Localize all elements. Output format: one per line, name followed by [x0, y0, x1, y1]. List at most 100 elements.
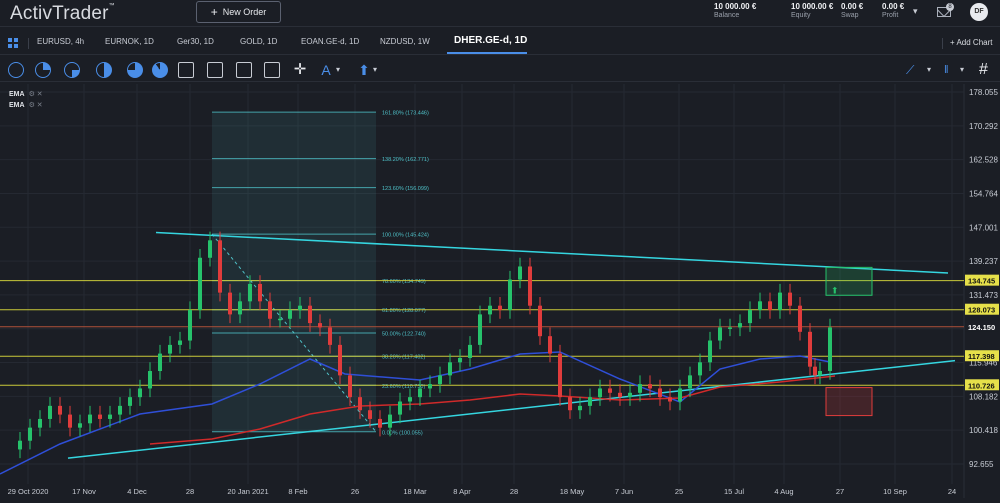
mail-icon[interactable]	[937, 7, 951, 17]
candle-bearish	[788, 292, 792, 306]
fibonacci-level-label: 61.80% (128.077)	[382, 308, 426, 314]
trendline-dropdown-icon[interactable]: ▾	[927, 65, 932, 74]
calendar-sync-icon[interactable]	[236, 62, 252, 78]
pen-tool-icon[interactable]: A	[321, 62, 331, 78]
fibonacci-level-label: 123.60% (156.099)	[382, 186, 429, 192]
candle-bearish	[498, 305, 502, 311]
candle-bullish	[758, 301, 762, 311]
candle-bearish	[348, 375, 352, 398]
candle-bearish	[308, 305, 312, 324]
x-tick-label: 29 Oct 2020	[8, 487, 49, 496]
trendline-icon[interactable]: ⟋	[906, 63, 915, 77]
x-tick-label: 8 Feb	[288, 487, 307, 496]
x-tick-label: 20 Jan 2021	[227, 487, 268, 496]
ema-slow-line	[149, 375, 836, 445]
tab-dher[interactable]: DHER.GE-d, 1D	[454, 35, 528, 46]
candle-bullish	[468, 344, 472, 358]
fibonacci-level-label: 50.00% (122.740)	[382, 331, 426, 337]
price-marker-badge	[965, 350, 999, 362]
move-icon[interactable]: ✛	[293, 61, 307, 78]
tab-eoan[interactable]: EOAN.GE-d, 1D	[301, 37, 360, 46]
ema-fast-line	[0, 351, 831, 475]
candle-bullish	[598, 388, 602, 398]
calendar-icon[interactable]	[178, 62, 194, 78]
candle-bullish	[738, 323, 742, 328]
target-arrow-icon: ⬆	[831, 285, 839, 295]
layout-grid-icon[interactable]	[8, 38, 18, 48]
drawing-tools-icon[interactable]	[152, 62, 168, 78]
avatar[interactable]: DF	[970, 3, 988, 21]
new-order-button[interactable]: + New Order	[196, 1, 281, 23]
arrow-dropdown-icon[interactable]: ▾	[373, 65, 378, 74]
pen-tool-dropdown-icon[interactable]: ▾	[336, 65, 341, 74]
add-chart-button[interactable]: + Add Chart	[950, 38, 993, 47]
x-tick-label: 18 Mar	[403, 487, 427, 496]
equity-metric: 10 000.00 € Equity	[791, 2, 834, 19]
price-marker-label: 124.150	[968, 323, 995, 332]
ema-indicator-label[interactable]: EMA ⚙ ✕	[9, 102, 43, 109]
candle-bullish	[578, 405, 582, 411]
candle-bullish	[508, 279, 512, 311]
candle-bearish	[538, 305, 542, 337]
new-order-label: New Order	[222, 7, 267, 17]
tab-ger30[interactable]: Ger30, 1D	[177, 37, 214, 46]
candle-bullish	[478, 314, 482, 345]
x-tick-label: 28	[186, 487, 194, 496]
candles-dropdown-icon[interactable]: ▾	[960, 65, 965, 74]
candle-bullish	[778, 292, 782, 311]
candle-bearish	[218, 240, 222, 293]
chart-tabs: EURUSD, 4h EURNOK, 1D Ger30, 1D GOLD, 1D…	[0, 33, 1000, 55]
y-tick-label: 108.182	[969, 392, 998, 401]
mail-badge: 8	[946, 3, 954, 11]
candle-bullish	[28, 427, 32, 441]
y-tick-label: 154.764	[969, 189, 998, 198]
candle-bearish	[813, 366, 817, 376]
fibonacci-level-label: 78.60% (134.749)	[382, 279, 426, 285]
fibonacci-level-label: 138.20% (162.771)	[382, 157, 429, 163]
candle-bullish	[628, 392, 632, 398]
grid-toggle-icon[interactable]: #	[979, 61, 988, 78]
y-tick-label: 162.528	[969, 156, 998, 165]
candles-icon[interactable]: ǁ	[944, 64, 949, 76]
candle-bullish	[438, 375, 442, 385]
crosshair-tool-icon[interactable]	[8, 62, 24, 78]
take-profit-zone	[825, 266, 873, 296]
candle-bullish	[448, 362, 452, 376]
tab-eurnok[interactable]: EURNOK, 1D	[105, 37, 154, 46]
ema-indicator-label[interactable]: EMA ⚙ ✕	[9, 91, 43, 98]
x-tick-label: 10 Sep	[883, 487, 907, 496]
tab-nzdusd[interactable]: NZDUSD, 1W	[380, 37, 430, 46]
calendar-range-icon[interactable]	[207, 62, 223, 78]
candle-bullish	[298, 305, 302, 311]
timeframe-icon[interactable]	[35, 62, 51, 78]
chevron-down-icon[interactable]: ▾	[913, 6, 918, 16]
price-axis	[964, 84, 1000, 498]
tab-eurusd[interactable]: EURUSD, 4h	[37, 37, 85, 46]
candle-bullish	[138, 388, 142, 398]
stop-loss-zone	[825, 387, 873, 417]
chart-type-icon[interactable]	[64, 62, 80, 78]
price-chart[interactable]: EMA ⚙ ✕ EMA ⚙ ✕ 178.055 170.292 162.528 154.7…	[0, 84, 1000, 498]
tab-gold[interactable]: GOLD, 1D	[240, 37, 278, 46]
chart-canvas: 178.055 170.292 162.528 154.764 147.001 139.2…	[0, 84, 1000, 498]
candle-bullish	[168, 344, 172, 354]
candle-bearish	[358, 397, 362, 411]
candle-bullish	[88, 414, 92, 424]
candle-bearish	[648, 384, 652, 389]
candle-bullish	[38, 418, 42, 428]
candle-bullish	[718, 327, 722, 341]
price-marker-label: 134.745	[968, 277, 995, 286]
fibonacci-level-label: 38.20% (117.402)	[382, 355, 425, 361]
candle-bullish	[388, 414, 392, 428]
chart-toolbar: ✛ A ▾ ⬆ ▾ ⟋ ▾ ǁ ▾ #	[0, 58, 1000, 82]
candle-bullish	[78, 423, 82, 428]
x-tick-label: 8 Apr	[453, 487, 471, 496]
indicator-icon[interactable]	[96, 62, 112, 78]
price-marker-badge	[965, 274, 999, 286]
candle-bearish	[378, 418, 382, 428]
arrow-up-icon[interactable]: ⬆	[358, 62, 370, 78]
template-icon[interactable]	[127, 62, 143, 78]
candle-bearish	[258, 283, 262, 302]
candle-bullish	[688, 375, 692, 389]
calendar-add-icon[interactable]	[264, 62, 280, 78]
